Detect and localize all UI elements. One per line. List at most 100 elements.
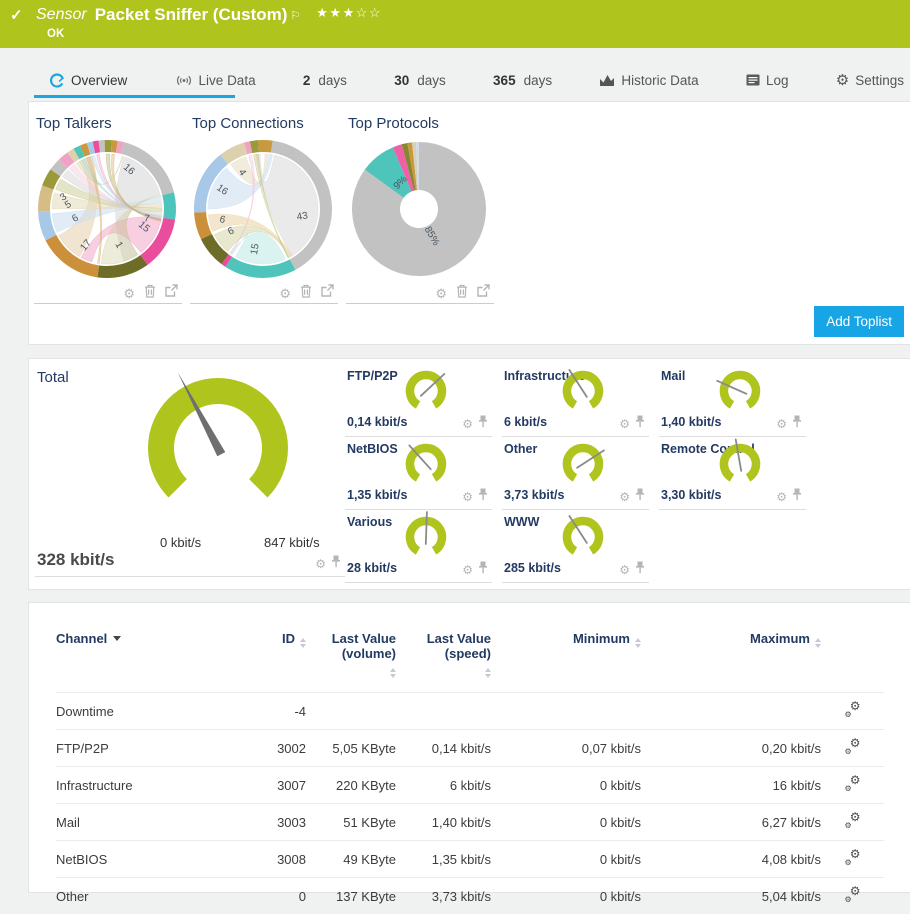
pin-icon[interactable] <box>478 561 488 579</box>
cell-minimum: 0 kbit/s <box>491 841 641 878</box>
gauge-cell-empty <box>659 510 806 583</box>
toplist-toolbar: ⚙ <box>34 284 182 302</box>
edit-channel-icon[interactable]: ⚙⚙ <box>845 702 861 717</box>
sensor-header: ✓ Sensor Packet Sniffer (Custom) ⚐ ★★★☆☆… <box>0 0 910 48</box>
cell-minimum: 0,07 kbit/s <box>491 730 641 767</box>
pin-icon[interactable] <box>792 415 802 433</box>
edit-channel-icon[interactable]: ⚙⚙ <box>845 739 861 754</box>
open-toplist-icon[interactable] <box>477 284 490 302</box>
column-header-minimum[interactable]: Minimum <box>491 629 641 693</box>
column-header-last-value-speed[interactable]: Last Value(speed) <box>396 629 491 693</box>
gauge-settings-icon[interactable]: ⚙ <box>776 418 787 430</box>
column-header-last-value-volume[interactable]: Last Value(volume) <box>306 629 396 693</box>
open-toplist-icon[interactable] <box>321 284 334 302</box>
edit-channel-icon[interactable]: ⚙⚙ <box>845 813 861 828</box>
pin-icon[interactable] <box>792 488 802 506</box>
tab-number: 2 <box>303 73 311 88</box>
gauge-settings-icon[interactable]: ⚙ <box>619 564 630 576</box>
gauge-cell-icons: ⚙ <box>776 415 802 433</box>
cell-last-speed: 3,73 kbit/s <box>396 878 491 914</box>
column-header-maximum[interactable]: Maximum <box>641 629 821 693</box>
open-toplist-icon[interactable] <box>165 284 178 302</box>
gauge-panel: Total 0 kbit/s 847 kbit/s 328 kbit/s ⚙ F… <box>28 358 910 590</box>
channel-value: 1,35 kbit/s <box>347 488 407 502</box>
cell-last-speed: 0,14 kbit/s <box>396 730 491 767</box>
edit-channel-icon[interactable]: ⚙⚙ <box>845 887 861 902</box>
cell-last-speed: 1,35 kbit/s <box>396 841 491 878</box>
delete-toplist-icon[interactable] <box>144 284 156 303</box>
toplist-settings-icon[interactable]: ⚙ <box>123 287 135 300</box>
channel-value: 6 kbit/s <box>504 415 547 429</box>
pin-icon[interactable] <box>331 555 341 573</box>
delete-toplist-icon[interactable] <box>456 284 468 303</box>
total-cell-icons: ⚙ <box>315 555 341 573</box>
edit-channel-icon[interactable]: ⚙⚙ <box>845 850 861 865</box>
total-gauge <box>113 373 325 518</box>
gauge-settings-icon[interactable]: ⚙ <box>462 418 473 430</box>
channel-value: 285 kbit/s <box>504 561 561 575</box>
gauge-settings-icon[interactable]: ⚙ <box>619 418 630 430</box>
tab-overview[interactable]: Overview <box>50 62 127 98</box>
tab-historic-data[interactable]: Historic Data <box>599 62 698 98</box>
pin-icon[interactable] <box>478 415 488 433</box>
status-badge: OK <box>47 28 910 40</box>
priority-stars[interactable]: ★★★☆☆ <box>316 5 382 21</box>
channel-value: 3,73 kbit/s <box>504 488 564 502</box>
tab-label: Live Data <box>199 73 256 88</box>
cell-last-speed <box>396 693 491 730</box>
live-icon <box>175 74 193 87</box>
gauge-settings-icon[interactable]: ⚙ <box>462 564 473 576</box>
cell-id: 0 <box>236 878 306 914</box>
column-sublabel: (speed) <box>396 646 491 661</box>
gauge-settings-icon[interactable]: ⚙ <box>619 491 630 503</box>
pin-icon[interactable] <box>635 488 645 506</box>
tab-label: days <box>524 73 553 88</box>
add-toplist-button[interactable]: Add Toplist <box>814 306 904 337</box>
column-header-id[interactable]: ID <box>236 629 306 693</box>
tab-live-data[interactable]: Live Data <box>175 62 256 98</box>
gauge-max-label: 847 kbit/s <box>264 535 320 550</box>
cell-maximum: 4,08 kbit/s <box>641 841 821 878</box>
gauge-settings-icon[interactable]: ⚙ <box>776 491 787 503</box>
log-icon <box>746 74 760 86</box>
column-label: Minimum <box>573 631 630 646</box>
tab-settings[interactable]: ⚙Settings <box>836 62 904 98</box>
toplist-settings-icon[interactable]: ⚙ <box>279 287 291 300</box>
pin-icon[interactable] <box>635 415 645 433</box>
column-header-channel[interactable]: Channel <box>56 629 236 693</box>
toplist-toolbar: ⚙ <box>190 284 338 302</box>
edit-channel-icon[interactable]: ⚙⚙ <box>845 776 861 791</box>
cell-channel: Downtime <box>56 693 236 730</box>
delete-toplist-icon[interactable] <box>300 284 312 303</box>
channel-gauge <box>398 511 454 566</box>
toplist-settings-icon[interactable]: ⚙ <box>435 287 447 300</box>
cell-minimum <box>491 693 641 730</box>
pin-icon[interactable] <box>478 488 488 506</box>
gauge-settings-icon[interactable]: ⚙ <box>462 491 473 503</box>
tab-log[interactable]: Log <box>746 62 789 98</box>
gauge-settings-icon[interactable]: ⚙ <box>315 558 326 570</box>
cell-id: 3002 <box>236 730 306 767</box>
sort-icon <box>485 668 491 678</box>
top-protocols-chart[interactable]: 85%9% <box>346 136 494 284</box>
flag-icon[interactable]: ⚐ <box>290 9 300 22</box>
pin-icon[interactable] <box>635 561 645 579</box>
